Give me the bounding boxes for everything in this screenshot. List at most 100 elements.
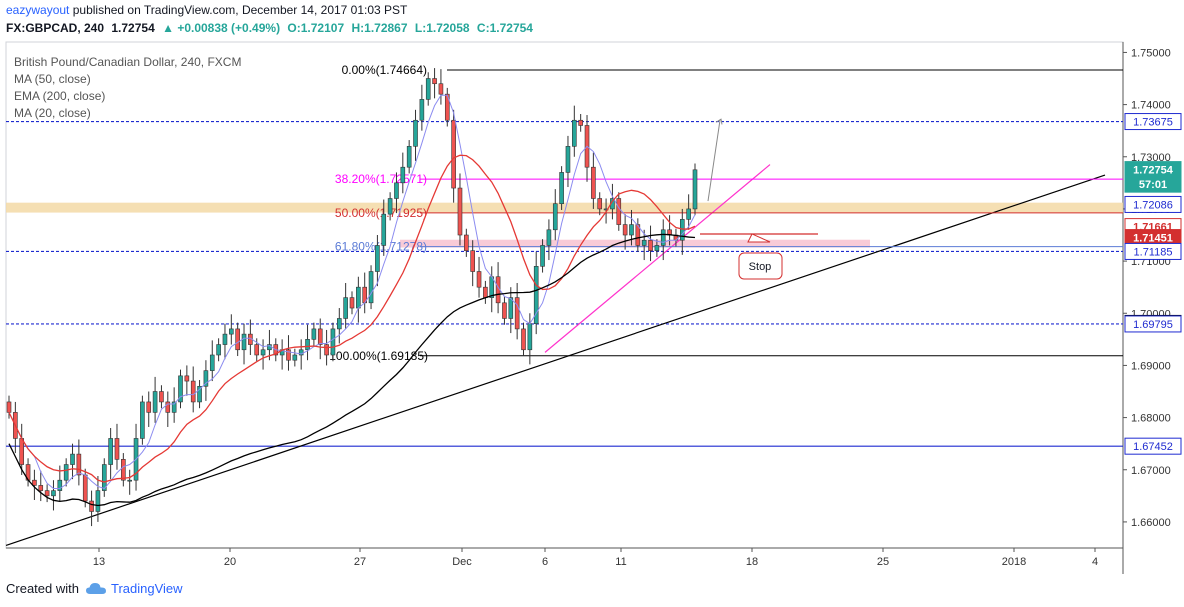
candle-body xyxy=(260,349,266,356)
fib-level-label: 61.80%(1.71278) xyxy=(335,240,427,254)
candle-body xyxy=(89,500,94,512)
candle-body xyxy=(63,464,69,481)
candle-body xyxy=(178,375,183,403)
candle-body xyxy=(660,229,666,246)
candle-body xyxy=(591,166,596,199)
ma50-line xyxy=(8,154,696,483)
candle-body xyxy=(635,224,641,246)
candle-body xyxy=(464,234,469,251)
published-text: published on TradingView.com, December 1… xyxy=(72,3,408,17)
short-trendline xyxy=(544,164,771,353)
candle-body xyxy=(540,245,545,267)
candle-body xyxy=(381,213,387,246)
plot-area xyxy=(5,41,1124,549)
candle-body xyxy=(559,172,564,205)
x-tick-label: 2018 xyxy=(1002,556,1026,568)
candle-body xyxy=(140,401,145,439)
candle-body xyxy=(387,198,393,215)
candle-body xyxy=(184,375,190,382)
legend-ma20[interactable]: MA (20, close) xyxy=(14,106,91,120)
x-tick-label: Dec xyxy=(452,556,472,568)
price-change: ▲ +0.00838 (+0.49%) xyxy=(162,21,281,35)
candle-body xyxy=(152,391,158,413)
candle-body xyxy=(552,203,558,231)
candle-body xyxy=(375,245,380,272)
y-tick-label: 1.75000 xyxy=(1131,47,1171,59)
candle-body xyxy=(533,266,539,324)
candle-body xyxy=(502,302,507,319)
arrow-head xyxy=(715,118,723,125)
candle-body xyxy=(305,339,310,351)
candle-body xyxy=(527,323,533,351)
resistance-zone xyxy=(6,202,1123,213)
price-label-box xyxy=(1124,437,1182,455)
candle-body xyxy=(311,328,317,340)
candle-body xyxy=(546,229,552,246)
candle-body xyxy=(19,438,25,465)
symbol-label: FX:GBPCAD, 240 xyxy=(6,21,105,35)
candle-body xyxy=(578,119,583,126)
candle-body xyxy=(70,453,75,465)
candle-body xyxy=(324,344,329,356)
candle-body xyxy=(654,245,660,251)
candle-body xyxy=(444,93,450,121)
x-tick-label: 27 xyxy=(354,556,366,568)
price-label-box xyxy=(1124,242,1182,260)
candle-body xyxy=(82,474,88,502)
x-tick-label: 6 xyxy=(542,556,548,568)
candle-body xyxy=(254,344,260,356)
y-tick-label: 1.69000 xyxy=(1131,360,1171,372)
candle-body xyxy=(400,166,406,184)
candle-body xyxy=(686,208,691,220)
x-tick-label: 25 xyxy=(877,556,889,568)
candle-body xyxy=(629,224,634,236)
price-label: 1.72086 xyxy=(1133,199,1173,211)
candle-body xyxy=(483,286,488,298)
stop-callout-pointer xyxy=(747,233,771,243)
candle-body xyxy=(235,328,240,351)
price-label: 1.69795 xyxy=(1133,319,1173,331)
price-label: 1.71451 xyxy=(1133,233,1173,245)
candle-body xyxy=(159,391,164,403)
candle-body xyxy=(38,485,44,491)
candle-body xyxy=(368,271,374,304)
candle-body xyxy=(216,344,221,356)
candle-body xyxy=(451,119,456,189)
candle-body xyxy=(679,219,685,241)
candle-body xyxy=(51,490,56,497)
y-tick-label: 1.74000 xyxy=(1131,100,1171,112)
publisher-username[interactable]: eazywayout xyxy=(6,3,70,17)
y-tick-label: 1.67000 xyxy=(1131,465,1171,477)
x-tick-label: 18 xyxy=(746,556,758,568)
candle-body xyxy=(108,438,113,465)
candle-body xyxy=(406,146,412,168)
candle-body xyxy=(286,349,291,361)
candle-body xyxy=(241,333,247,351)
candle-body xyxy=(101,464,107,491)
tradingview-link[interactable]: TradingView xyxy=(85,581,183,596)
fib-level-label: 0.00%(1.74664) xyxy=(342,63,427,77)
price-label: 1.71185 xyxy=(1134,246,1173,258)
candle-body xyxy=(190,380,196,403)
ma20-line xyxy=(8,94,696,490)
symbol-ohlc-line: FX:GBPCAD, 240 1.72754 ▲ +0.00838 (+0.49… xyxy=(6,21,537,35)
price-label: 1.67452 xyxy=(1133,441,1173,453)
candle-body xyxy=(57,479,63,491)
high-value: H:1.72867 xyxy=(351,21,408,35)
candle-body xyxy=(616,198,622,225)
candle-body xyxy=(425,78,431,100)
candle-body xyxy=(394,182,399,199)
candle-body xyxy=(692,169,698,210)
candle-body xyxy=(438,83,444,95)
publisher-line: eazywayout published on TradingView.com,… xyxy=(6,3,407,17)
y-tick-label: 1.68000 xyxy=(1131,413,1171,425)
candle-body xyxy=(222,333,228,345)
legend-ema200[interactable]: EMA (200, close) xyxy=(14,89,106,103)
price-label-box xyxy=(1124,175,1182,193)
x-tick-label: 4 xyxy=(1092,556,1098,568)
legend-ma50[interactable]: MA (50, close) xyxy=(14,72,91,86)
y-tick-label: 1.73000 xyxy=(1131,152,1171,164)
support-zone xyxy=(400,239,870,248)
price-label: 57:01 xyxy=(1139,179,1167,191)
